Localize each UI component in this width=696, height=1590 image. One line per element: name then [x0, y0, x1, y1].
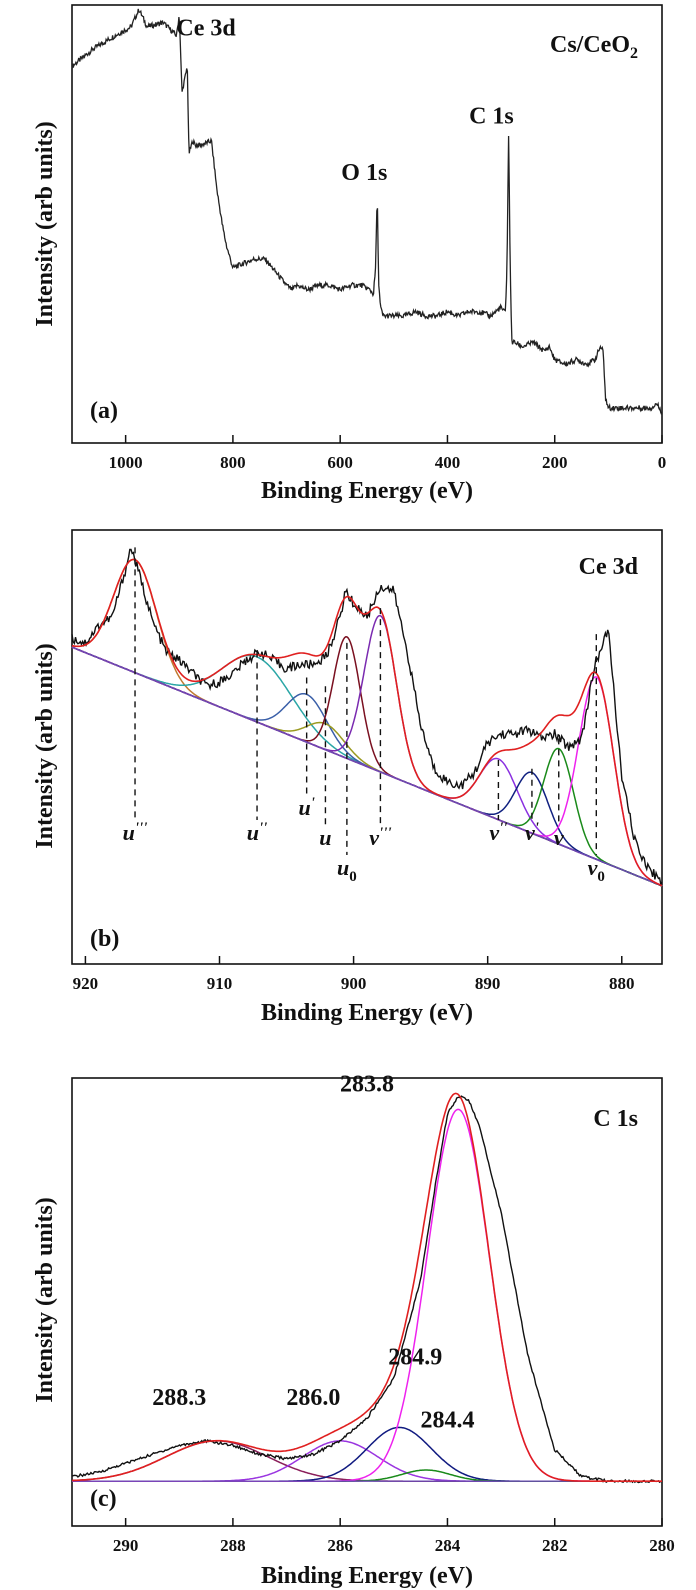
peak-marker-label: v0: [588, 855, 605, 885]
panel-b-y-axis-label: Intensity (arb units): [32, 643, 58, 848]
panel-c-panel-label: (c): [90, 1486, 117, 1512]
peak-annotation: Ce 3d: [176, 16, 236, 42]
experimental-spectrum-line: [71, 548, 663, 887]
peak-marker-label: v: [554, 825, 564, 850]
panel-a-frame: [71, 4, 663, 444]
x-tick-label: 400: [435, 453, 461, 472]
panel-a-annotations: Ce 3d O 1s C 1s: [176, 16, 513, 187]
x-tick-label: 280: [649, 1536, 675, 1555]
x-tick-label: 200: [542, 453, 568, 472]
x-tick-label: 920: [73, 974, 99, 993]
x-tick-label: 600: [327, 453, 353, 472]
panel-c-x-axis-label: Binding Energy (eV): [261, 1563, 473, 1589]
panel-b-peak-markers: u''' u'' u'uu0 v''' v'' v' v v0: [123, 547, 605, 885]
x-tick-label: 288: [220, 1536, 246, 1555]
x-tick-label: 1000: [109, 453, 143, 472]
panel-a-survey-spectrum: 1000 800 600 400 200 0 Ce 3d O 1s C 1s Binding …: [32, 4, 667, 504]
peak-marker-label: u''': [123, 820, 148, 845]
peak-marker-label: u: [319, 825, 331, 850]
x-tick-label: 910: [207, 974, 233, 993]
panel-a-sample-label: Cs/CeO2: [550, 32, 638, 62]
panel-b-curves: [71, 548, 663, 887]
peak-position-label: 286.0: [286, 1385, 340, 1411]
x-tick-label: 880: [609, 974, 635, 993]
panel-c-title: C 1s: [593, 1106, 638, 1132]
peak-position-label: 288.3: [152, 1385, 206, 1411]
panel-b-frame: [71, 529, 663, 965]
peak-marker-label: v''': [369, 825, 391, 850]
x-tick-label: 290: [113, 1536, 139, 1555]
panel-a-y-axis-label: Intensity (arb units): [32, 121, 58, 326]
experimental-spectrum-line: [71, 1095, 662, 1484]
peak-marker-label: v': [525, 820, 539, 845]
x-tick-label: 890: [475, 974, 501, 993]
peak-marker-label: u': [298, 795, 314, 820]
panel-c-curves: [71, 1092, 662, 1484]
fit-component-uppp: [71, 558, 663, 887]
fit-component-vppp: [71, 614, 663, 887]
panel-b-title: Ce 3d: [579, 554, 639, 580]
peak-annotation: O 1s: [341, 160, 387, 186]
panel-a-curves: [71, 8, 663, 415]
peak-position-label: 284.9: [388, 1345, 442, 1371]
fit-component-288.3: [71, 1440, 662, 1482]
peak-marker-label: v'': [489, 820, 507, 845]
x-tick-label: 900: [341, 974, 367, 993]
panel-c-x-ticks: 290 288 286 284 282 280: [113, 1518, 675, 1555]
panel-c-y-axis-label: Intensity (arb units): [32, 1197, 58, 1402]
x-tick-label: 284: [435, 1536, 461, 1555]
fit-component-283.8: [72, 1108, 662, 1482]
background-line: [71, 646, 663, 887]
peak-marker-label: u'': [247, 820, 268, 845]
peak-position-label: 284.4: [420, 1407, 474, 1433]
peak-annotation: C 1s: [469, 103, 514, 129]
panel-b-ce3d-spectrum: 920 910 900 890 880 u''' u'' u'uu0 v''' v'' v' v v0…: [32, 529, 663, 1026]
fit-component-286.0: [72, 1440, 662, 1482]
panel-c-annotations: 283.8 288.3 286.0 284.9 284.4: [152, 1071, 474, 1433]
panel-a-panel-label: (a): [90, 398, 118, 424]
panel-b-x-axis-label: Binding Energy (eV): [261, 1000, 473, 1026]
survey-spectrum-line: [71, 8, 663, 415]
fitted-envelope-line: [71, 558, 663, 887]
fit-component-284.9: [72, 1426, 662, 1482]
panel-b-x-ticks: 920 910 900 890 880: [73, 956, 635, 993]
panel-a-x-ticks: 1000 800 600 400 200 0: [109, 435, 667, 472]
panel-b-panel-label: (b): [90, 926, 119, 952]
panel-c-frame: [71, 1077, 663, 1527]
peak-position-label: 283.8: [340, 1071, 394, 1097]
panel-a-x-axis-label: Binding Energy (eV): [261, 478, 473, 504]
x-tick-label: 286: [327, 1536, 353, 1555]
x-tick-label: 0: [658, 453, 667, 472]
peak-marker-label: u0: [337, 855, 357, 885]
x-tick-label: 282: [542, 1536, 568, 1555]
x-tick-label: 800: [220, 453, 246, 472]
fitted-envelope-line: [71, 1092, 662, 1482]
